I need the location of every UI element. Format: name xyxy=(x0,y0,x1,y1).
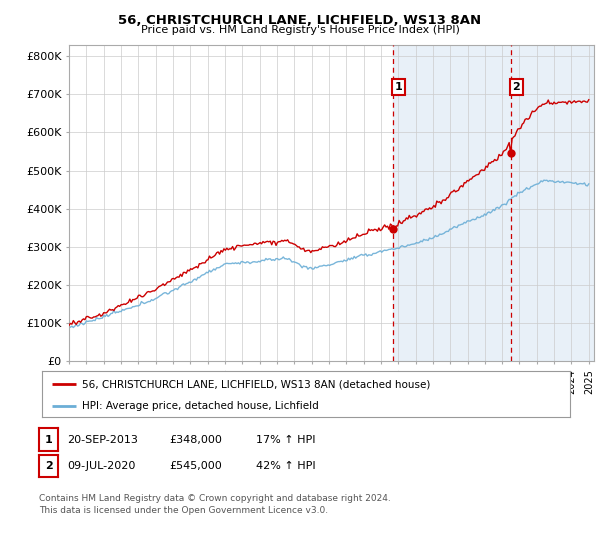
Text: 1: 1 xyxy=(395,82,403,92)
Text: £545,000: £545,000 xyxy=(169,461,222,471)
Text: 2: 2 xyxy=(512,82,520,92)
Text: 56, CHRISTCHURCH LANE, LICHFIELD, WS13 8AN: 56, CHRISTCHURCH LANE, LICHFIELD, WS13 8… xyxy=(118,14,482,27)
Text: 1: 1 xyxy=(45,435,52,445)
Text: 42% ↑ HPI: 42% ↑ HPI xyxy=(256,461,316,471)
Text: 17% ↑ HPI: 17% ↑ HPI xyxy=(256,435,316,445)
Text: 09-JUL-2020: 09-JUL-2020 xyxy=(67,461,136,471)
Text: £348,000: £348,000 xyxy=(169,435,222,445)
Text: Contains HM Land Registry data © Crown copyright and database right 2024.
This d: Contains HM Land Registry data © Crown c… xyxy=(39,494,391,515)
Text: 56, CHRISTCHURCH LANE, LICHFIELD, WS13 8AN (detached house): 56, CHRISTCHURCH LANE, LICHFIELD, WS13 8… xyxy=(82,379,430,389)
Bar xyxy=(394,45,594,361)
Text: 2: 2 xyxy=(45,461,52,471)
Text: 20-SEP-2013: 20-SEP-2013 xyxy=(67,435,138,445)
Text: Price paid vs. HM Land Registry's House Price Index (HPI): Price paid vs. HM Land Registry's House … xyxy=(140,25,460,35)
Text: HPI: Average price, detached house, Lichfield: HPI: Average price, detached house, Lich… xyxy=(82,401,319,410)
